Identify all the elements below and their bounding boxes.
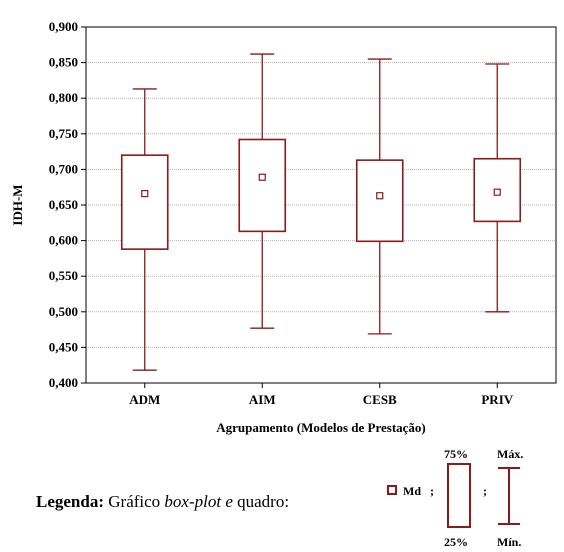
x-axis-title: Agrupamento (Modelos de Prestação)	[216, 420, 426, 435]
legend-key: Md ; 75% 25% ; Máx. Mín.	[387, 447, 523, 549]
y-tick-label: 0,500	[49, 304, 78, 319]
box-aim	[238, 53, 287, 329]
median-marker	[141, 190, 149, 198]
x-axis-ticks: ADM AIM CESB PRIV	[129, 383, 514, 407]
plot-frame	[85, 26, 557, 384]
median-marker	[493, 188, 501, 196]
interquartile-box	[120, 154, 169, 250]
legend-separator-2: ;	[483, 484, 487, 498]
interquartile-box	[355, 159, 404, 243]
y-tick-label: 0,750	[49, 126, 78, 141]
legend-caption-italic: box-plot e	[164, 492, 233, 511]
y-tick-label: 0,900	[49, 19, 78, 34]
legend-caption-bold: Legenda:	[36, 492, 104, 511]
box-adm	[120, 88, 169, 371]
legend-separator-1: ;	[430, 484, 434, 498]
box-plots	[120, 53, 522, 371]
median-marker	[376, 192, 384, 200]
y-tick-label: 0,650	[49, 197, 78, 212]
interquartile-box	[238, 138, 287, 233]
y-tick-label: 0,450	[49, 339, 78, 354]
y-tick-label: 0,850	[49, 55, 78, 70]
y-tick-label: 0,550	[49, 268, 78, 283]
legend-box	[447, 463, 471, 528]
legend-caption-text: Gráfico	[104, 492, 165, 511]
y-tick-label: 0,700	[49, 161, 78, 176]
y-axis-title: IDH-M	[10, 184, 25, 225]
y-tick-label: 0,400	[49, 375, 78, 390]
x-tick-label: ADM	[129, 392, 160, 407]
y-axis-ticks: 0,400 0,450 0,500 0,550 0,600 0,650 0,700 0,750…	[49, 19, 86, 390]
x-tick-label: PRIV	[481, 392, 513, 407]
legend-min-label: Mín.	[497, 535, 521, 549]
legend-caption-end: quadro:	[232, 492, 290, 511]
legend-q1-label: 25%	[444, 535, 468, 549]
y-tick-label: 0,600	[49, 233, 78, 248]
box-cesb	[355, 58, 404, 335]
x-tick-label: CESB	[363, 392, 397, 407]
y-tick-label: 0,800	[49, 90, 78, 105]
box-priv	[473, 63, 522, 313]
legend-caption: Legenda: Gráfico box-plot e quadro:	[36, 492, 289, 512]
legend-max-label: Máx.	[497, 447, 523, 461]
legend-median-label: Md	[403, 484, 421, 498]
legend-q3-label: 75%	[444, 447, 468, 461]
legend-median-marker	[387, 485, 397, 495]
x-tick-label: AIM	[249, 392, 276, 407]
median-marker	[258, 173, 266, 181]
